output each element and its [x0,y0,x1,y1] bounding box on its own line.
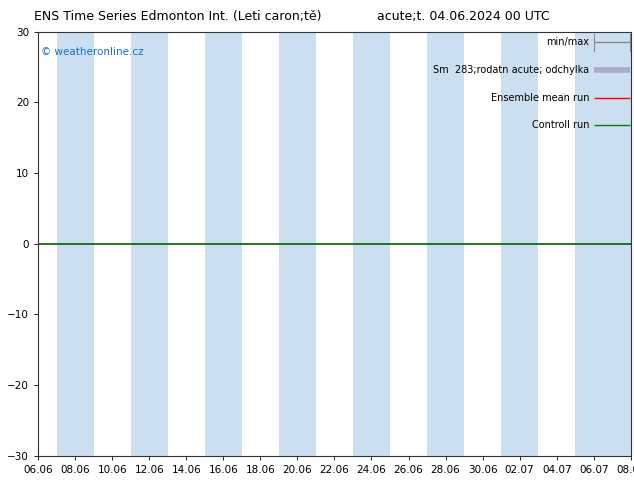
Text: ENS Time Series Edmonton Int. (Leti caron;tě): ENS Time Series Edmonton Int. (Leti caro… [34,10,321,23]
Bar [353,32,390,456]
Bar [131,32,168,456]
Bar [427,32,464,456]
Text: min/max: min/max [547,37,590,48]
Bar [56,32,94,456]
Bar [612,32,631,456]
Text: acute;t. 04.06.2024 00 UTC: acute;t. 04.06.2024 00 UTC [377,10,549,23]
Bar [575,32,612,456]
Text: Controll run: Controll run [532,120,590,130]
Bar [501,32,538,456]
Bar [279,32,316,456]
Bar [205,32,242,456]
Text: Ensemble mean run: Ensemble mean run [491,93,590,102]
Text: © weatheronline.cz: © weatheronline.cz [41,47,144,57]
Text: Sm  283;rodatn acute; odchylka: Sm 283;rodatn acute; odchylka [433,65,590,75]
